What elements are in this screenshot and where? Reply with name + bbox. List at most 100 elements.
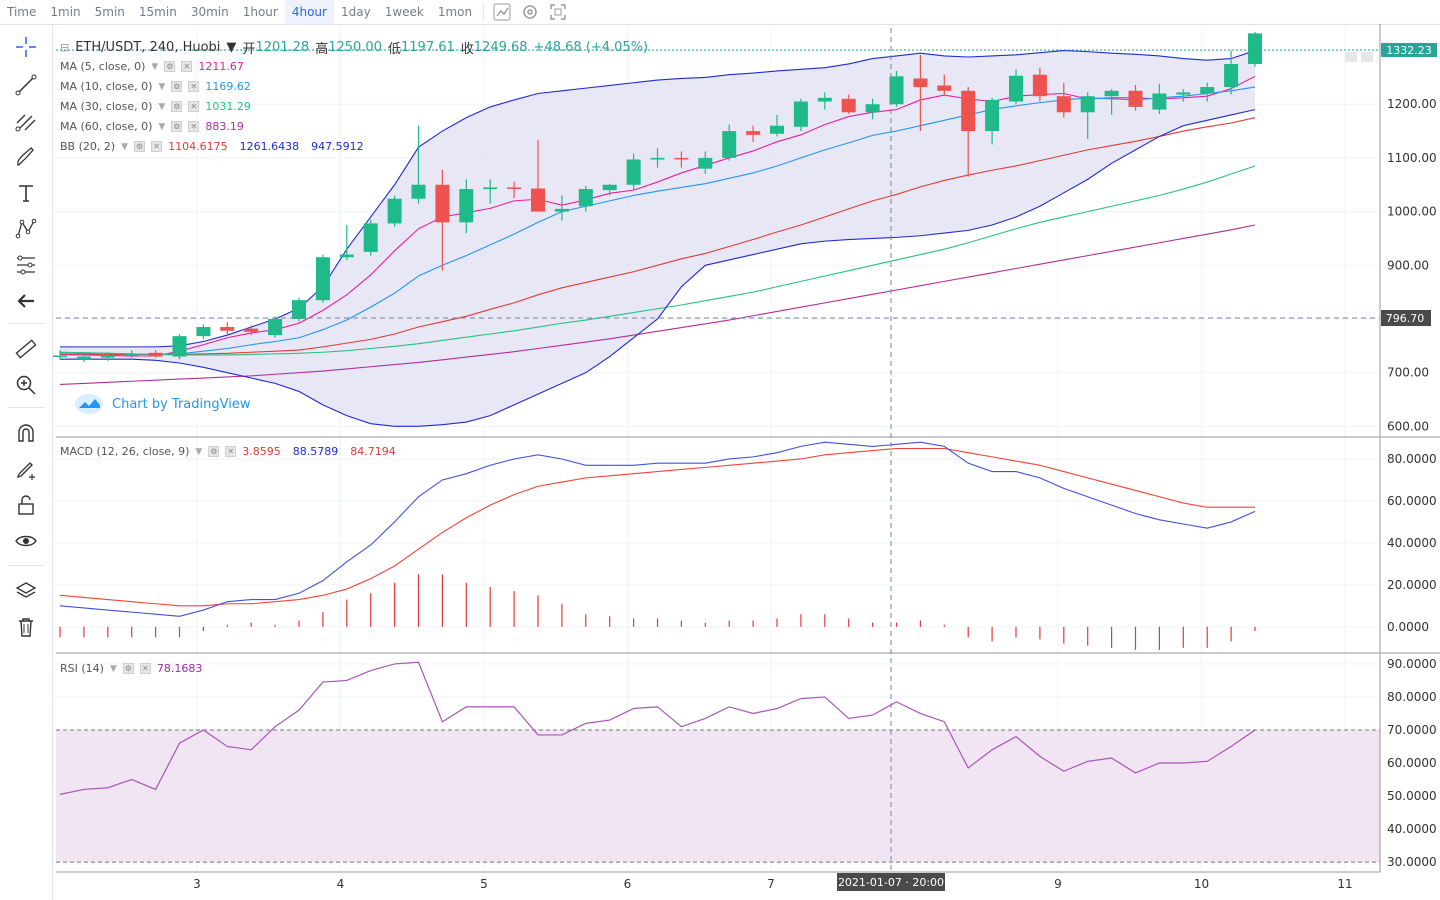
- candle-body: [578, 189, 593, 207]
- macd-line: [59, 441, 1256, 617]
- lock-icon[interactable]: [12, 491, 40, 519]
- rsi-legend[interactable]: RSI (14) ▼ ⚙ ✕ 78.1683: [60, 662, 202, 675]
- price-tick-label: 1000.00: [1387, 205, 1437, 219]
- close-value: 1249.68: [473, 40, 528, 55]
- candle-body: [841, 98, 856, 113]
- ruler-icon[interactable]: [12, 335, 40, 363]
- fib-retracement-icon[interactable]: [12, 251, 40, 279]
- chevron-down-icon[interactable]: ▼: [158, 101, 166, 112]
- tradingview-badge-text: Chart by TradingView: [112, 396, 251, 412]
- close-icon[interactable]: ✕: [181, 61, 193, 72]
- tradingview-badge[interactable]: Chart by TradingView: [68, 390, 257, 418]
- timeframe-30min[interactable]: 30min: [190, 5, 229, 19]
- timeframe-1week[interactable]: 1week: [384, 5, 424, 19]
- text-tool-icon[interactable]: [12, 179, 40, 207]
- candle-body: [100, 354, 115, 358]
- ma60-legend[interactable]: MA (60, close, 0) ▼ ⚙ ✕ 883.19: [60, 120, 244, 133]
- candle-body: [674, 157, 689, 160]
- candle-body: [1080, 96, 1095, 113]
- back-arrow-icon[interactable]: [12, 287, 40, 315]
- close-icon[interactable]: ✕: [225, 446, 237, 457]
- candle-body: [865, 104, 880, 113]
- timeframe-time[interactable]: Time: [7, 5, 37, 19]
- eye-icon[interactable]: [12, 527, 40, 555]
- settings-gear-icon[interactable]: ⚙: [171, 81, 183, 92]
- rsi-tick-label: 80.0000: [1387, 690, 1437, 704]
- ma10-legend[interactable]: MA (10, close, 0) ▼ ⚙ ✕ 1169.62: [60, 80, 251, 93]
- ma30-legend[interactable]: MA (30, close, 0) ▼ ⚙ ✕ 1031.29: [60, 100, 251, 113]
- chevron-down-icon[interactable]: ▼: [158, 81, 166, 92]
- chart-type-icon[interactable]: [488, 0, 516, 24]
- zoom-in-icon[interactable]: [12, 371, 40, 399]
- crosshair-price-text: 796.70: [1386, 312, 1425, 325]
- chevron-down-icon[interactable]: ▼: [158, 121, 166, 132]
- high-label: 高: [315, 42, 329, 57]
- timeframe-5min[interactable]: 5min: [94, 5, 125, 19]
- close-icon[interactable]: ✕: [151, 141, 163, 152]
- timeframe-1hour[interactable]: 1hour: [242, 5, 278, 19]
- candle-body: [459, 189, 474, 223]
- chevron-down-icon[interactable]: ▼: [109, 663, 117, 674]
- candle-body: [913, 78, 928, 88]
- low-label: 低: [387, 42, 401, 57]
- chevron-down-icon[interactable]: ▼: [226, 40, 237, 55]
- settings-gear-icon[interactable]: ⚙: [122, 663, 134, 674]
- settings-gear-icon[interactable]: [516, 0, 544, 24]
- settings-gear-icon[interactable]: ⚙: [171, 101, 183, 112]
- crosshair-icon[interactable]: [12, 33, 40, 61]
- timeframe-1day[interactable]: 1day: [340, 5, 371, 19]
- trash-icon[interactable]: [12, 613, 40, 641]
- chevron-down-icon[interactable]: ▼: [121, 141, 129, 152]
- brush-icon[interactable]: [12, 143, 40, 171]
- candle-body: [124, 353, 139, 356]
- settings-gear-icon[interactable]: ⚙: [171, 121, 183, 132]
- timeframe-1min[interactable]: 1min: [50, 5, 81, 19]
- settings-gear-icon[interactable]: ⚙: [134, 141, 146, 152]
- symbol-name[interactable]: ETH/USDT, 240, Huobi: [75, 40, 221, 55]
- macd-tick-label: 40.0000: [1387, 536, 1437, 550]
- timeframe-4hour[interactable]: 4hour: [284, 0, 334, 24]
- candle-body: [196, 327, 211, 337]
- rsi-line: [59, 661, 1256, 795]
- candle-body: [1032, 74, 1047, 97]
- timeframe-1mon[interactable]: 1mon: [437, 5, 473, 19]
- rsi-tick-label: 40.0000: [1387, 822, 1437, 836]
- candle-body: [722, 131, 737, 158]
- candle-body: [602, 184, 617, 191]
- close-icon[interactable]: ✕: [188, 101, 200, 112]
- candle-body: [1176, 92, 1191, 95]
- candle-body: [172, 336, 187, 357]
- timeframe-15min[interactable]: 15min: [138, 5, 177, 19]
- candle-body: [698, 157, 713, 169]
- fullscreen-icon[interactable]: [544, 0, 572, 24]
- chevron-down-icon[interactable]: ▼: [195, 446, 203, 457]
- pattern-tool-icon[interactable]: [12, 215, 40, 243]
- ma5-legend[interactable]: MA (5, close, 0) ▼ ⚙ ✕ 1211.67: [60, 60, 244, 73]
- settings-gear-icon[interactable]: ⚙: [208, 446, 220, 457]
- series-line: [59, 86, 1256, 355]
- macd-legend[interactable]: MACD (12, 26, close, 9) ▼ ⚙ ✕ 3.8595 88.57…: [60, 445, 396, 458]
- settings-gear-icon[interactable]: ⚙: [164, 61, 176, 72]
- bb-upper-value: 1261.6438: [239, 140, 300, 153]
- time-tick-label: 5: [480, 877, 488, 891]
- close-icon[interactable]: ✕: [188, 81, 200, 92]
- time-tick-label: 9: [1054, 877, 1062, 891]
- ma5-value: 1211.67: [198, 60, 244, 73]
- time-tick-label: 3: [193, 877, 201, 891]
- layers-icon[interactable]: [12, 577, 40, 605]
- collapse-legend-icon[interactable]: ⊟: [60, 41, 70, 54]
- candle-body: [315, 257, 330, 301]
- stay-in-drawing-mode-icon[interactable]: [12, 455, 40, 483]
- series-line: [60, 109, 1256, 427]
- magnet-icon[interactable]: [12, 419, 40, 447]
- close-icon[interactable]: ✕: [188, 121, 200, 132]
- bb-legend[interactable]: BB (20, 2) ▼ ⚙ ✕ 1104.6175 1261.6438 947.5…: [60, 140, 364, 153]
- rsi-value: 78.1683: [156, 662, 203, 675]
- pitchfork-icon[interactable]: [12, 107, 40, 135]
- candle-body: [1104, 90, 1119, 97]
- trend-line-icon[interactable]: [12, 71, 40, 99]
- ma30-label: MA (30, close, 0): [60, 100, 153, 113]
- chevron-down-icon[interactable]: ▼: [151, 61, 159, 72]
- close-icon[interactable]: ✕: [139, 663, 151, 674]
